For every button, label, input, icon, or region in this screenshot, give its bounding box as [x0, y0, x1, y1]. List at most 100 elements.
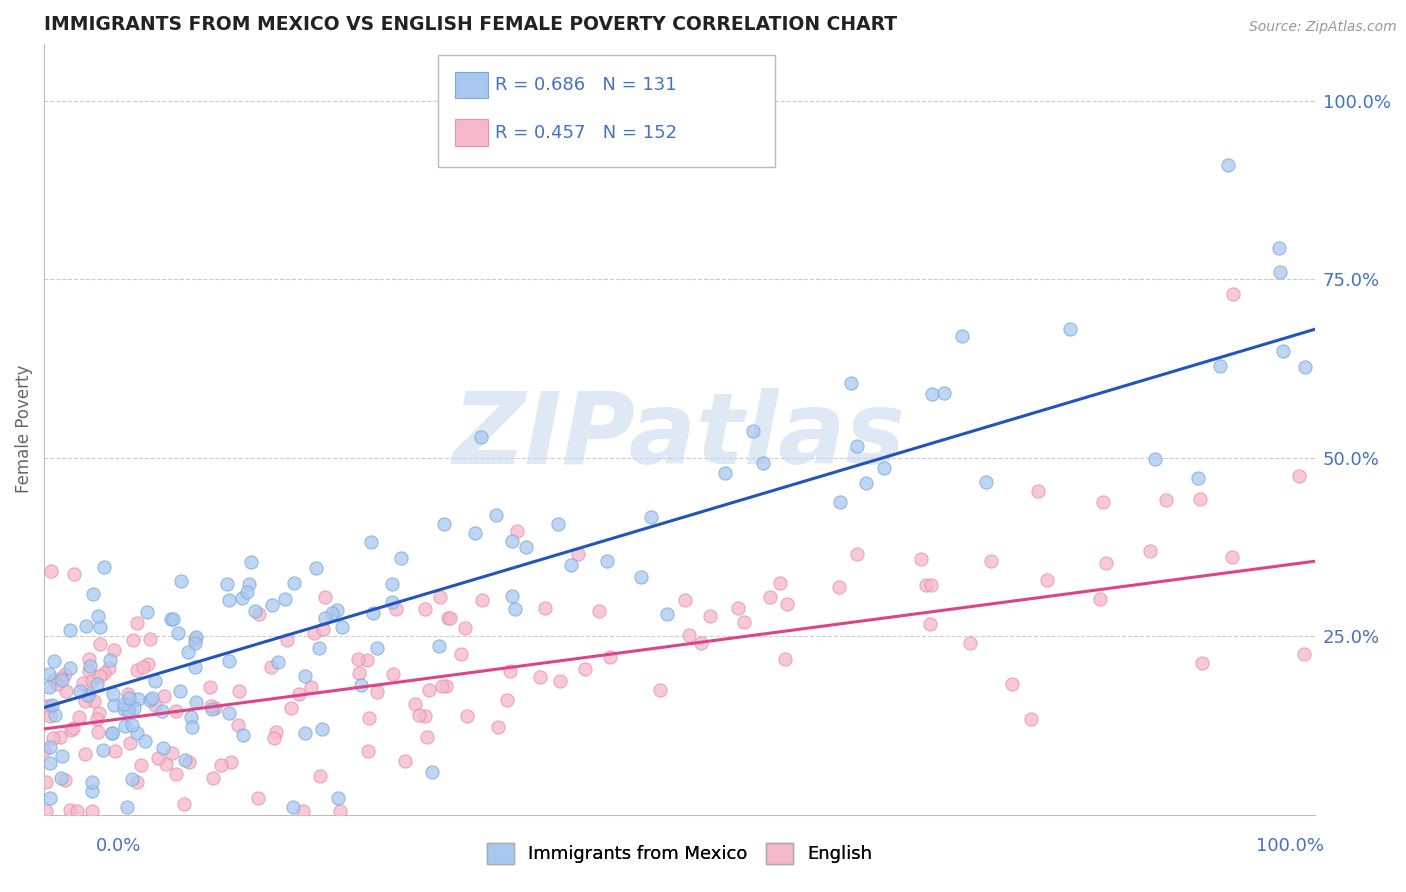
- Point: [240, 555, 263, 569]
- Point: [408, 707, 430, 722]
- Point: [830, 495, 852, 509]
- Point: [89, 706, 111, 720]
- Point: [138, 693, 160, 707]
- Point: [44, 708, 66, 723]
- Point: [32, 743, 55, 757]
- Point: [429, 590, 451, 604]
- Point: [75, 694, 97, 708]
- Point: [77, 652, 100, 666]
- Point: [127, 692, 149, 706]
- Point: [59, 624, 82, 638]
- Point: [201, 771, 224, 785]
- Point: [1191, 656, 1213, 670]
- Point: [38, 667, 60, 681]
- Point: [416, 731, 439, 745]
- Point: [82, 775, 104, 789]
- Point: [49, 671, 72, 685]
- Point: [640, 510, 662, 524]
- Point: [127, 726, 149, 740]
- Point: [259, 660, 281, 674]
- Point: [218, 706, 240, 721]
- Point: [77, 664, 100, 678]
- Point: [55, 684, 77, 698]
- Y-axis label: Female Poverty: Female Poverty: [15, 365, 32, 493]
- Point: [180, 710, 202, 724]
- Point: [173, 797, 195, 811]
- Point: [714, 466, 737, 480]
- Point: [321, 606, 343, 620]
- Point: [266, 725, 288, 739]
- Point: [301, 680, 323, 694]
- Point: [574, 662, 596, 676]
- Point: [155, 757, 177, 772]
- Point: [129, 757, 152, 772]
- Point: [292, 804, 315, 818]
- Point: [98, 661, 121, 675]
- Point: [678, 628, 700, 642]
- Point: [1294, 359, 1316, 374]
- Point: [59, 803, 82, 817]
- Point: [121, 772, 143, 786]
- Point: [75, 747, 97, 762]
- Point: [1268, 241, 1291, 255]
- Point: [366, 685, 388, 699]
- Point: [515, 540, 537, 554]
- Point: [38, 698, 60, 713]
- Point: [35, 804, 58, 818]
- FancyBboxPatch shape: [439, 55, 775, 167]
- Point: [529, 670, 551, 684]
- Point: [434, 679, 457, 693]
- Point: [918, 616, 941, 631]
- Point: [177, 756, 200, 770]
- Point: [1036, 573, 1059, 587]
- Point: [350, 678, 373, 692]
- Point: [294, 726, 316, 740]
- Point: [273, 592, 295, 607]
- Point: [855, 476, 877, 491]
- Point: [394, 754, 416, 768]
- Point: [360, 535, 382, 549]
- FancyBboxPatch shape: [454, 120, 488, 145]
- Point: [122, 701, 145, 715]
- Point: [326, 603, 349, 617]
- Point: [180, 720, 202, 734]
- Point: [283, 575, 305, 590]
- Point: [420, 764, 443, 779]
- Point: [143, 674, 166, 689]
- Point: [125, 663, 148, 677]
- Point: [359, 711, 381, 725]
- Point: [132, 660, 155, 674]
- Point: [1095, 557, 1118, 571]
- Point: [243, 604, 266, 618]
- Point: [330, 620, 353, 634]
- Point: [382, 666, 405, 681]
- Point: [69, 683, 91, 698]
- Legend: Immigrants from Mexico, English: Immigrants from Mexico, English: [479, 836, 879, 871]
- Point: [309, 769, 332, 783]
- Point: [42, 654, 65, 668]
- Point: [82, 784, 104, 798]
- Point: [506, 524, 529, 538]
- Point: [471, 593, 494, 607]
- Point: [87, 608, 110, 623]
- Point: [418, 682, 440, 697]
- Point: [87, 724, 110, 739]
- Point: [439, 611, 461, 625]
- Text: R = 0.457   N = 152: R = 0.457 N = 152: [495, 123, 678, 142]
- Point: [567, 547, 589, 561]
- Point: [1292, 648, 1315, 662]
- Point: [699, 609, 721, 624]
- Point: [630, 570, 652, 584]
- Point: [59, 723, 82, 737]
- Point: [1088, 591, 1111, 606]
- Point: [77, 688, 100, 702]
- Point: [910, 552, 932, 566]
- Text: 0.0%: 0.0%: [96, 837, 141, 855]
- Point: [534, 601, 557, 615]
- Point: [486, 721, 509, 735]
- Point: [72, 676, 94, 690]
- Point: [38, 680, 60, 694]
- Point: [470, 430, 492, 444]
- Point: [650, 683, 672, 698]
- Point: [82, 674, 104, 689]
